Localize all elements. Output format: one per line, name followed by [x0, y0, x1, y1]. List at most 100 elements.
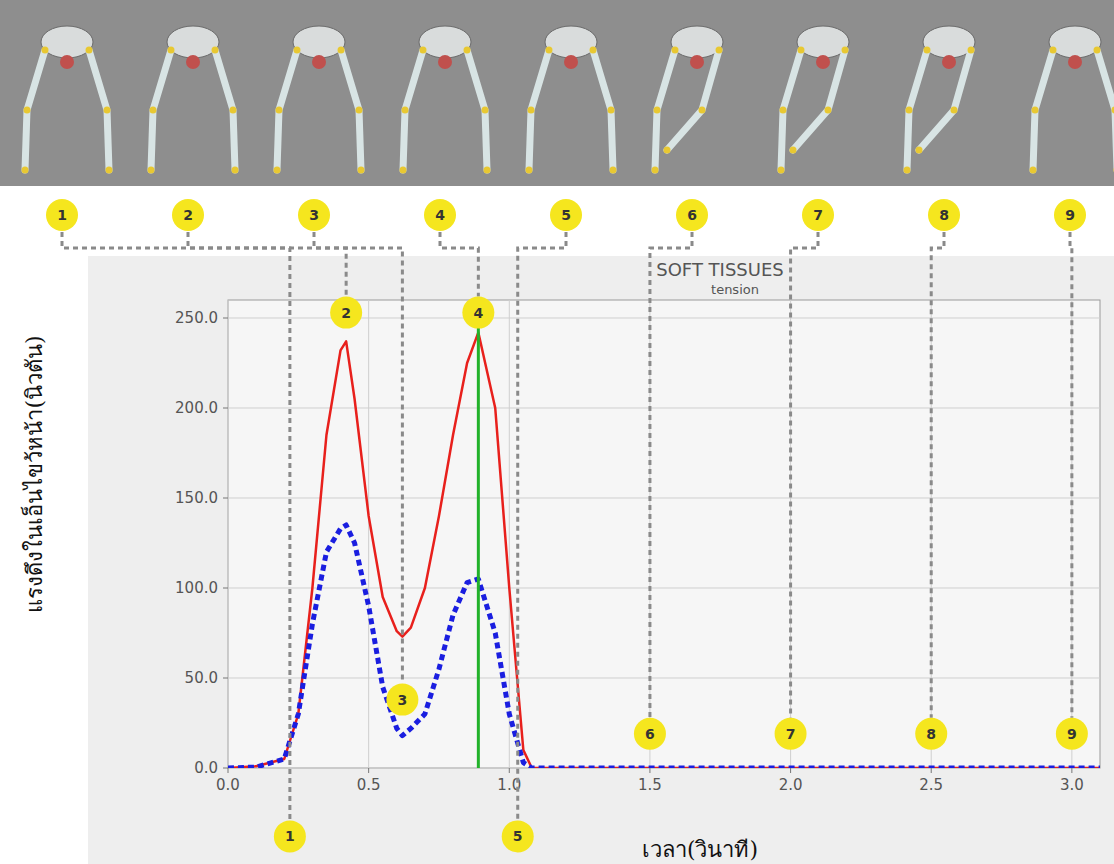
joint-marker: [528, 107, 535, 114]
y-tick-label: 200.0: [175, 399, 218, 417]
tick-mark: [223, 768, 228, 769]
joint-marker: [790, 147, 797, 154]
frame-badge: [298, 199, 330, 231]
grid-line: [228, 408, 1100, 409]
skeleton: [22, 26, 113, 174]
frame-number: 1: [57, 207, 67, 223]
marker-dot: [312, 55, 326, 69]
joint-marker: [904, 167, 911, 174]
joint-marker: [652, 167, 659, 174]
pelvis: [545, 26, 597, 58]
joint-marker: [1032, 107, 1039, 114]
joint-marker: [484, 167, 491, 174]
frame-number: 6: [687, 207, 697, 223]
connector: [188, 232, 346, 297]
annotation-badge: [274, 820, 306, 852]
joint-marker: [526, 167, 533, 174]
marker-dot: [564, 55, 578, 69]
joint-marker: [420, 47, 427, 54]
joint-marker: [230, 107, 237, 114]
joint-marker: [338, 47, 345, 54]
joint-marker: [24, 107, 31, 114]
joint-marker: [590, 47, 597, 54]
grid-line: [368, 300, 369, 768]
skeleton: [1030, 26, 1114, 174]
frame-number: 4: [435, 207, 445, 223]
annotation-label: 4: [473, 305, 483, 321]
grid-line: [228, 678, 1100, 679]
frame-number: 7: [813, 207, 823, 223]
joint-marker: [356, 107, 363, 114]
connectors: [62, 232, 1072, 820]
joint-marker: [654, 107, 661, 114]
x-tick-label: 2.5: [919, 776, 943, 794]
joint-marker: [699, 107, 706, 114]
x-tick-label: 0.0: [216, 776, 240, 794]
joint-marker: [798, 47, 805, 54]
grid-line: [1071, 300, 1072, 768]
leg: [919, 50, 971, 150]
joint-marker: [610, 167, 617, 174]
pelvis: [167, 26, 219, 58]
x-tick-label: 3.0: [1060, 776, 1084, 794]
joint-marker: [842, 47, 849, 54]
annotation-badge: [462, 297, 494, 329]
connector: [518, 232, 566, 820]
annotation-label: 3: [398, 692, 408, 708]
pelvis: [1049, 26, 1101, 58]
y-tick-label: 100.0: [175, 579, 218, 597]
leg: [1097, 50, 1114, 170]
tick-mark: [368, 768, 369, 773]
annotation-label: 1: [285, 828, 295, 844]
joint-marker: [232, 167, 239, 174]
y-tick-label: 0.0: [194, 759, 218, 777]
frame-number: 3: [309, 207, 319, 223]
chart: 0.00.51.01.52.02.53.00.050.0100.0150.020…: [0, 0, 1114, 864]
tick-mark: [931, 768, 932, 773]
y-tick-label: 250.0: [175, 309, 218, 327]
joint-marker: [274, 167, 281, 174]
frame-badge: [550, 199, 582, 231]
connector: [1070, 232, 1072, 718]
skeleton: [274, 26, 365, 174]
connector: [440, 232, 478, 297]
joint-marker: [1030, 167, 1037, 174]
joint-marker: [716, 47, 723, 54]
pelvis: [41, 26, 93, 58]
x-tick-label: 0.5: [357, 776, 381, 794]
annotation-label: 5: [513, 828, 523, 844]
tick-mark: [223, 588, 228, 589]
frame-badge: [424, 199, 456, 231]
annotation-badge: [1056, 718, 1088, 750]
joint-marker: [1094, 47, 1101, 54]
connector: [931, 232, 944, 718]
connector: [62, 232, 290, 820]
marker-dot: [1068, 55, 1082, 69]
y-axis-title: แรงดึงในเอ็นไขว้หน้า(นิวตัน): [20, 335, 47, 612]
leg: [667, 50, 719, 150]
tick-mark: [223, 318, 228, 319]
pelvis: [293, 26, 345, 58]
grid-line: [228, 498, 1100, 499]
x-tick-label: 1.5: [638, 776, 662, 794]
marker-dot: [438, 55, 452, 69]
marker-dot: [816, 55, 830, 69]
skeleton: [904, 26, 976, 174]
series-line: [228, 525, 1100, 768]
tick-mark: [223, 408, 228, 409]
joint-marker: [546, 47, 553, 54]
annotation-badge: [330, 297, 362, 329]
tick-mark: [790, 768, 791, 773]
joint-marker: [42, 47, 49, 54]
joint-marker: [778, 167, 785, 174]
frame-number: 9: [1065, 207, 1075, 223]
annotation-badge: [386, 684, 418, 716]
joint-marker: [780, 107, 787, 114]
plot-data: [228, 318, 1100, 768]
skeleton: [400, 26, 491, 174]
tick-mark: [509, 768, 510, 773]
annotation-badge: [915, 718, 947, 750]
joint-marker: [968, 47, 975, 54]
annotation-badge: [634, 718, 666, 750]
y-tick-label: 50.0: [185, 669, 218, 687]
